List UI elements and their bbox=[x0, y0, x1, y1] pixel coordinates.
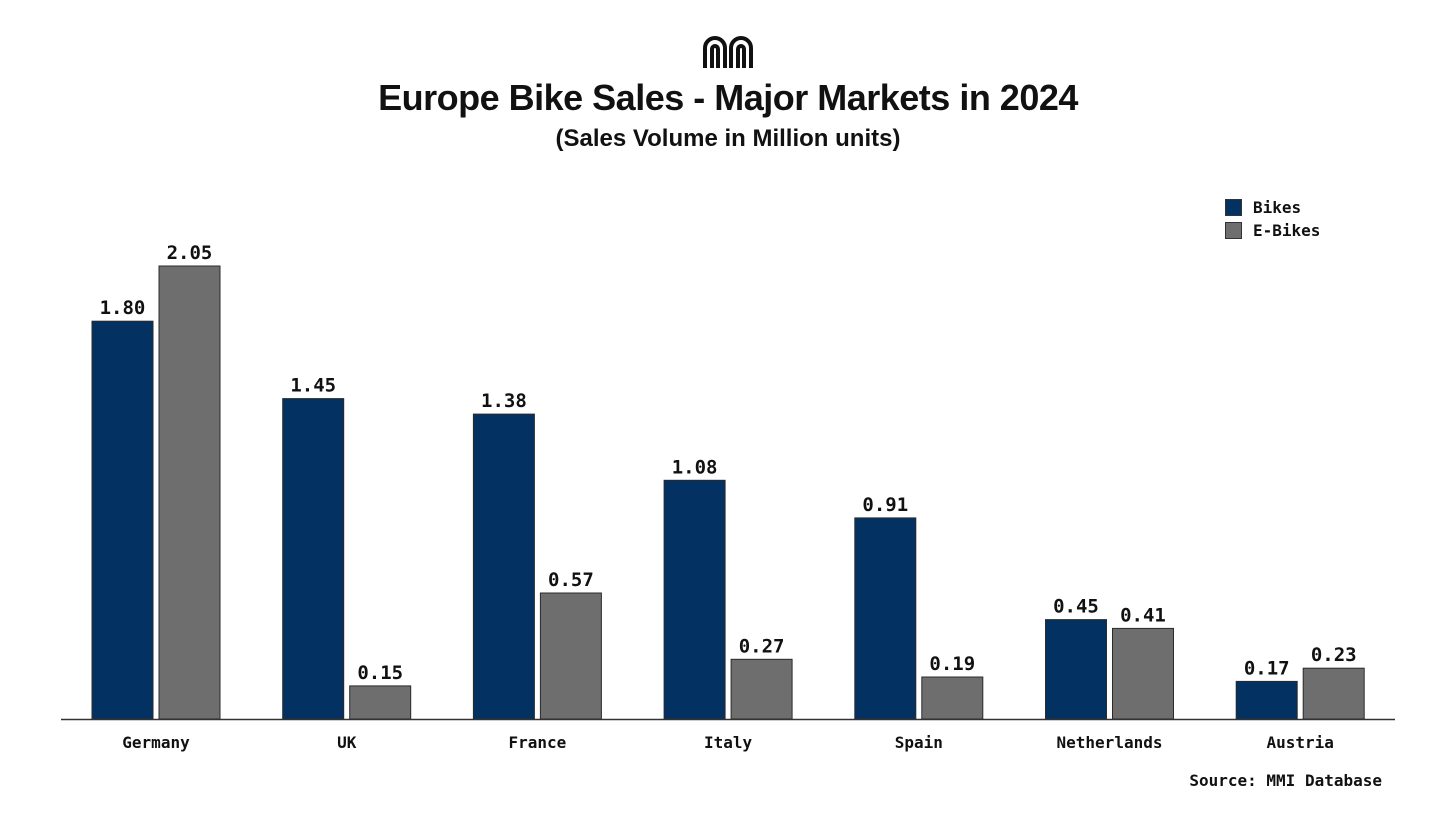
x-tick-label-spain: Spain bbox=[895, 733, 943, 752]
legend-label-bikes: Bikes bbox=[1253, 197, 1302, 217]
bar-bikes-france bbox=[472, 413, 535, 720]
data-label-e-bikes-austria: 0.23 bbox=[1311, 644, 1357, 666]
data-label-e-bikes-netherlands: 0.41 bbox=[1120, 604, 1166, 626]
bar-bikes-uk bbox=[282, 398, 345, 720]
bar-bikes-germany bbox=[91, 320, 154, 720]
chart-legend: Bikes E-Bikes bbox=[1225, 196, 1320, 242]
data-label-bikes-france: 1.38 bbox=[481, 390, 527, 412]
bar-e-bikes-netherlands bbox=[1112, 627, 1174, 720]
data-label-bikes-italy: 1.08 bbox=[672, 456, 718, 478]
data-label-bikes-uk: 1.45 bbox=[290, 375, 336, 397]
data-label-bikes-austria: 0.17 bbox=[1244, 657, 1290, 679]
bar-e-bikes-austria bbox=[1302, 667, 1365, 720]
data-label-e-bikes-italy: 0.27 bbox=[739, 635, 785, 657]
data-label-e-bikes-germany: 2.05 bbox=[167, 242, 213, 264]
data-label-bikes-spain: 0.91 bbox=[862, 494, 908, 516]
bar-e-bikes-spain bbox=[921, 676, 984, 720]
x-tick-label-netherlands: Netherlands bbox=[1057, 733, 1163, 752]
legend-swatch-ebikes bbox=[1225, 221, 1242, 239]
legend-swatch-bikes bbox=[1225, 198, 1242, 216]
bar-e-bikes-france bbox=[539, 592, 602, 720]
chart-subtitle: (Sales Volume in Million units) bbox=[555, 125, 901, 152]
data-label-e-bikes-spain: 0.19 bbox=[929, 653, 975, 675]
x-tick-label-germany: Germany bbox=[122, 733, 190, 752]
bar-bikes-italy bbox=[663, 479, 726, 720]
x-tick-label-austria: Austria bbox=[1266, 733, 1333, 752]
data-label-bikes-netherlands: 0.45 bbox=[1053, 596, 1099, 618]
data-label-e-bikes-france: 0.57 bbox=[548, 569, 594, 591]
x-tick-label-italy: Italy bbox=[704, 733, 753, 752]
source-note: Source: MMI Database bbox=[1189, 771, 1382, 790]
legend-item-bikes: Bikes bbox=[1225, 196, 1320, 218]
bar-bikes-spain bbox=[854, 517, 917, 720]
data-label-bikes-germany: 1.80 bbox=[100, 297, 146, 319]
bar-e-bikes-germany bbox=[158, 265, 221, 720]
legend-item-ebikes: E-Bikes bbox=[1225, 219, 1320, 241]
bar-e-bikes-italy bbox=[730, 658, 793, 720]
bar-bikes-austria bbox=[1235, 680, 1298, 720]
legend-label-ebikes: E-Bikes bbox=[1253, 220, 1321, 240]
bar-e-bikes-uk bbox=[349, 685, 412, 720]
x-tick-label-uk: UK bbox=[337, 733, 357, 752]
mmi-logo-icon bbox=[703, 36, 753, 68]
chart-title: Europe Bike Sales - Major Markets in 202… bbox=[378, 77, 1078, 118]
bar-bikes-netherlands bbox=[1045, 619, 1107, 720]
x-tick-label-france: France bbox=[509, 733, 567, 752]
data-label-e-bikes-uk: 0.15 bbox=[357, 662, 403, 684]
